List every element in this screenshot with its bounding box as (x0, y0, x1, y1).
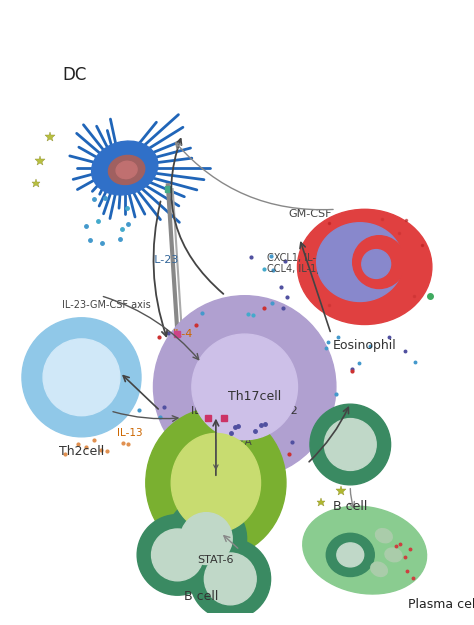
Text: IL-13: IL-13 (117, 428, 143, 438)
Ellipse shape (171, 434, 261, 532)
Circle shape (154, 296, 336, 478)
Ellipse shape (109, 156, 145, 184)
Ellipse shape (116, 161, 137, 179)
Circle shape (22, 318, 141, 437)
Text: Eosinophil: Eosinophil (333, 339, 397, 352)
Ellipse shape (353, 236, 405, 289)
Circle shape (190, 539, 271, 619)
Ellipse shape (371, 562, 387, 576)
Circle shape (310, 404, 391, 485)
Circle shape (43, 339, 120, 416)
Text: CXCL1, IL-8,
CCL4, IL-1β,IL-6: CXCL1, IL-8, CCL4, IL-1β,IL-6 (267, 253, 343, 274)
Text: Plasma cell: Plasma cell (408, 598, 474, 611)
Ellipse shape (337, 543, 364, 567)
Ellipse shape (317, 222, 403, 301)
Circle shape (181, 512, 232, 564)
Circle shape (152, 529, 203, 581)
Text: B cell: B cell (184, 590, 219, 603)
Text: DC: DC (62, 66, 87, 84)
Ellipse shape (303, 506, 427, 594)
Circle shape (324, 419, 376, 471)
Ellipse shape (375, 529, 392, 542)
Ellipse shape (298, 209, 432, 324)
Circle shape (192, 334, 298, 440)
Text: IL-4: IL-4 (173, 329, 193, 339)
Text: IL-17A, IL-17F,IL-22: IL-17A, IL-17F,IL-22 (191, 406, 298, 416)
Text: Th17cell: Th17cell (228, 390, 281, 403)
Circle shape (204, 553, 256, 605)
Text: IL-23: IL-23 (152, 255, 179, 265)
Text: IL-23-GM-CSF axis: IL-23-GM-CSF axis (62, 300, 151, 310)
Circle shape (166, 498, 246, 579)
Text: Th2cell: Th2cell (59, 444, 104, 458)
Text: GM-CSF: GM-CSF (288, 209, 331, 219)
Text: IL-17A: IL-17A (219, 437, 252, 447)
Ellipse shape (326, 533, 374, 576)
Ellipse shape (385, 548, 402, 562)
Circle shape (137, 514, 218, 595)
Ellipse shape (91, 141, 158, 195)
Ellipse shape (146, 408, 286, 558)
Text: B cell: B cell (333, 500, 367, 513)
Ellipse shape (362, 249, 391, 278)
Text: STAT-6: STAT-6 (198, 555, 234, 565)
